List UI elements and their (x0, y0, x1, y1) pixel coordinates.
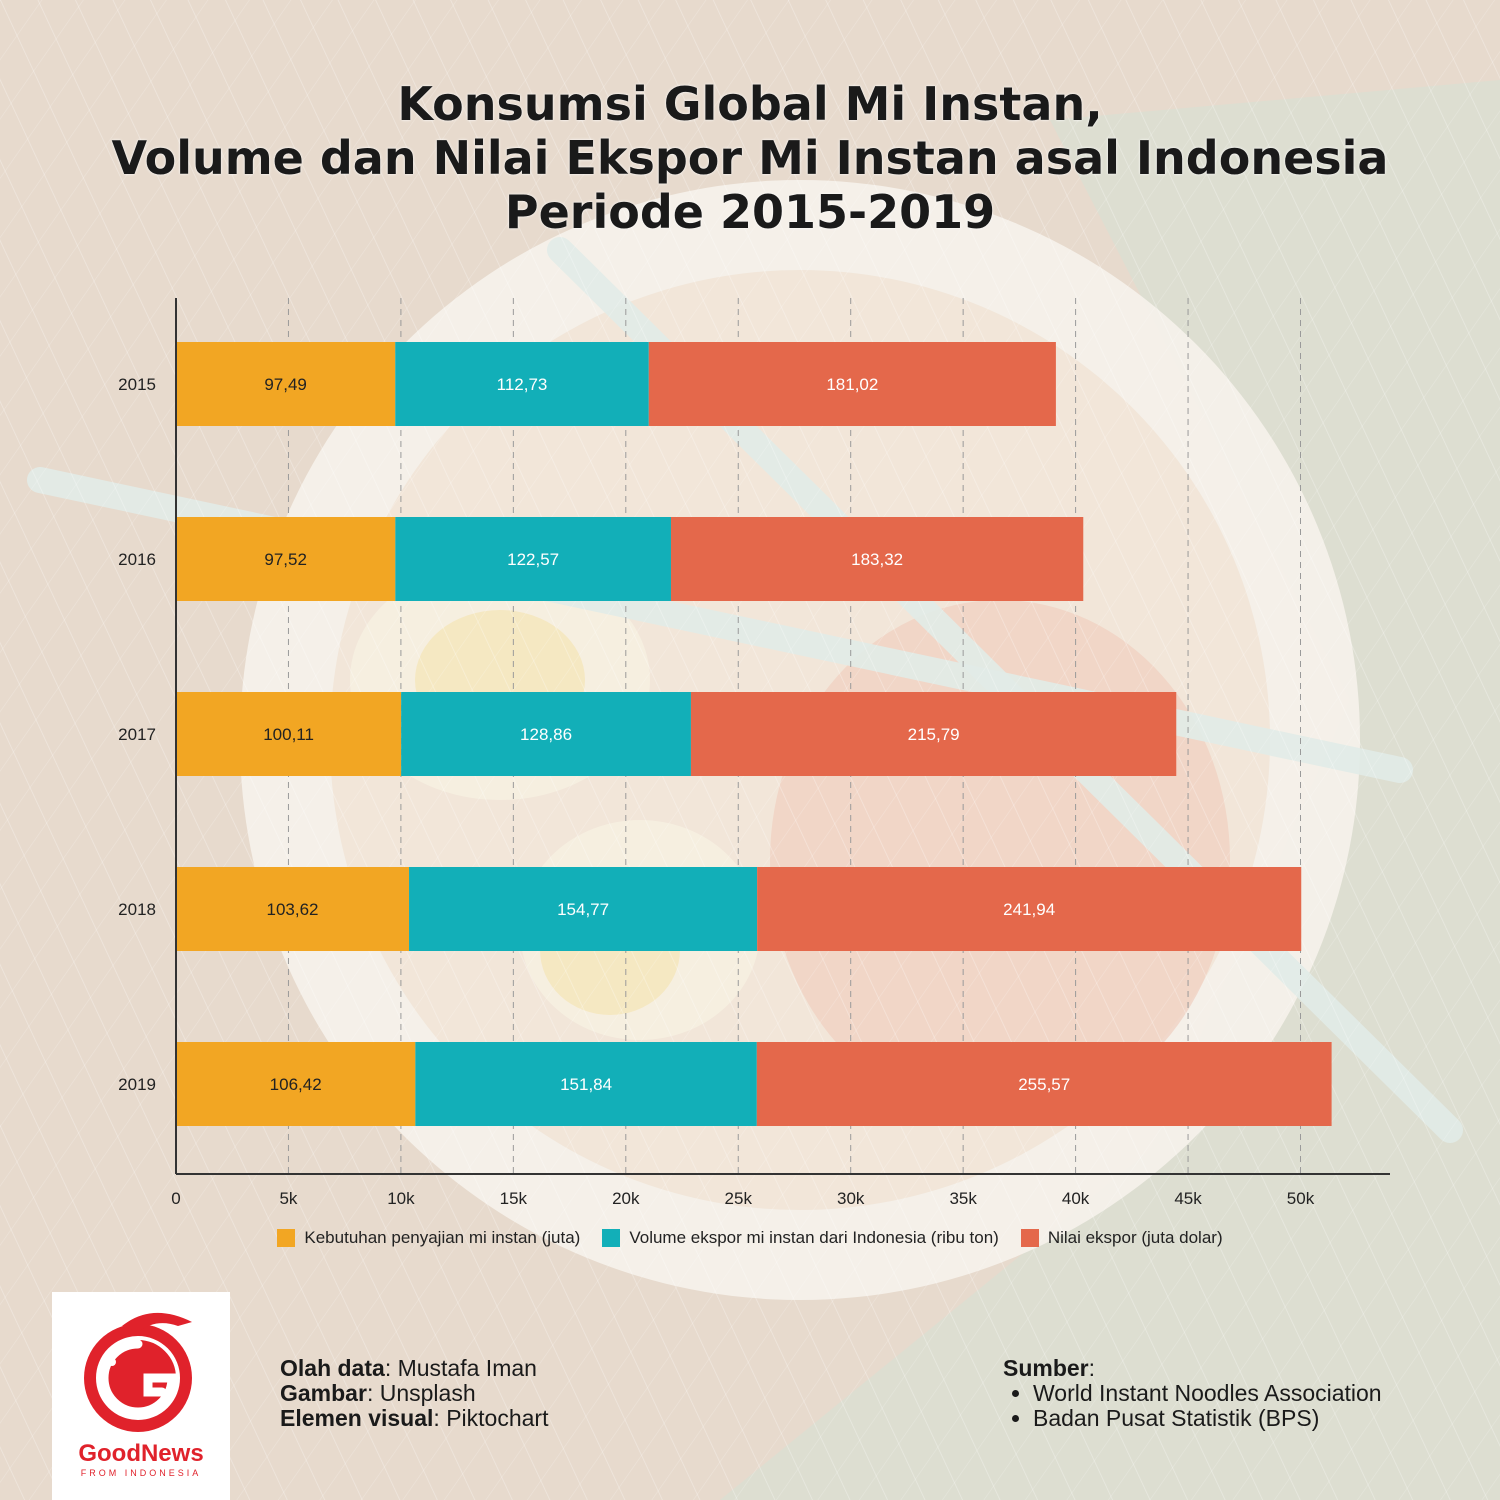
bar-value-label: 103,62 (267, 900, 319, 919)
credit-olah-data: Olah data: Mustafa Iman (280, 1355, 537, 1381)
credits-block: Olah data: Mustafa Iman Gambar: Unsplash… (280, 1356, 548, 1431)
y-category-label: 2018 (118, 900, 156, 919)
bar-value-label: 128,86 (520, 725, 572, 744)
chart-title-line-3: Periode 2015-2019 (504, 185, 996, 239)
legend-swatch-kebutuhan (277, 1229, 296, 1247)
bar-value-label: 97,52 (264, 550, 307, 569)
bar-value-label: 106,42 (270, 1075, 322, 1094)
x-tick-label: 5k (279, 1189, 297, 1208)
bar-value-label: 122,57 (507, 550, 559, 569)
bar-segment (395, 342, 649, 426)
credit-gambar: Gambar: Unsplash (280, 1380, 476, 1406)
source-item: Badan Pusat Statistik (BPS) (1033, 1406, 1382, 1431)
chart-legend: Kebutuhan penyajian mi instan (juta) Vol… (0, 1228, 1500, 1248)
bar-segment (690, 692, 1177, 776)
bar-segment (176, 692, 402, 776)
legend-swatch-nilai (1020, 1229, 1039, 1247)
legend-label-volume: Volume ekspor mi instan dari Indonesia (… (629, 1228, 999, 1247)
bar-segment (670, 517, 1084, 601)
bar-segment (401, 692, 691, 776)
bar-value-label: 183,32 (851, 550, 903, 569)
sources-block: Sumber: World Instant Noodles Associatio… (1003, 1356, 1382, 1431)
bar-segment (415, 1042, 757, 1126)
bar-segment (176, 867, 410, 951)
legend-item-nilai: Nilai ekspor (juta dolar) (1020, 1228, 1223, 1248)
source-item: World Instant Noodles Association (1033, 1381, 1382, 1406)
legend-label-nilai: Nilai ekspor (juta dolar) (1047, 1228, 1223, 1247)
legend-swatch-volume (602, 1229, 621, 1247)
garuda-emblem-icon (84, 1312, 192, 1432)
bar-value-label: 97,49 (264, 375, 307, 394)
legend-label-kebutuhan: Kebutuhan penyajian mi instan (juta) (304, 1228, 581, 1247)
bar-segment (648, 342, 1056, 426)
legend-item-kebutuhan: Kebutuhan penyajian mi instan (juta) (277, 1228, 580, 1248)
x-tick-label: 20k (612, 1189, 640, 1208)
x-tick-label: 30k (837, 1189, 865, 1208)
bar-value-label: 241,94 (1003, 900, 1055, 919)
x-tick-label: 15k (500, 1189, 528, 1208)
x-tick-label: 45k (1174, 1189, 1202, 1208)
bar-segment (176, 517, 396, 601)
goodnews-logo: GoodNews FROM INDONESIA (52, 1292, 230, 1500)
y-category-label: 2016 (118, 550, 156, 569)
y-category-label: 2019 (118, 1075, 156, 1094)
chart-title-line-2: Volume dan Nilai Ekspor Mi Instan asal I… (111, 131, 1389, 185)
bar-value-label: 100,11 (263, 725, 314, 744)
y-category-label: 2015 (118, 375, 156, 394)
bar-value-label: 154,77 (557, 900, 609, 919)
bar-segment (176, 1042, 416, 1126)
sources-heading: Sumber: (1003, 1355, 1096, 1381)
x-tick-label: 35k (949, 1189, 977, 1208)
bar-segment (395, 517, 671, 601)
x-tick-label: 25k (725, 1189, 753, 1208)
sources-list: World Instant Noodles Association Badan … (1003, 1381, 1382, 1431)
bar-segment (176, 342, 396, 426)
logo-name: GoodNews (78, 1440, 204, 1467)
x-tick-label: 50k (1287, 1189, 1315, 1208)
x-tick-label: 40k (1062, 1189, 1090, 1208)
bar-value-label: 151,84 (560, 1075, 612, 1094)
bar-segment (756, 1042, 1332, 1126)
bar-segment (409, 867, 758, 951)
legend-item-volume: Volume ekspor mi instan dari Indonesia (… (602, 1228, 999, 1248)
y-category-label: 2017 (118, 725, 156, 744)
bar-segment (757, 867, 1302, 951)
credit-elemen-visual: Elemen visual: Piktochart (280, 1405, 549, 1431)
x-tick-label: 0 (171, 1189, 180, 1208)
bar-value-label: 255,57 (1018, 1075, 1070, 1094)
bar-value-label: 181,02 (826, 375, 878, 394)
x-tick-label: 10k (387, 1189, 415, 1208)
logo-tagline: FROM INDONESIA (80, 1468, 202, 1478)
bar-value-label: 215,79 (908, 725, 960, 744)
chart-title-line-1: Konsumsi Global Mi Instan, (397, 77, 1103, 131)
bar-value-label: 112,73 (497, 375, 548, 394)
